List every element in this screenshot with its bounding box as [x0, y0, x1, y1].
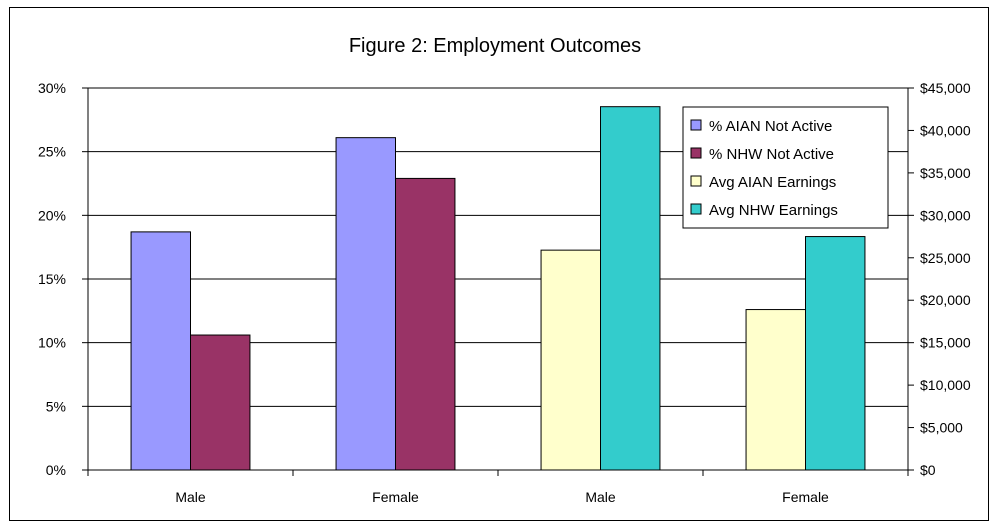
legend-swatch [690, 119, 702, 131]
legend-label: % NHW Not Active [709, 146, 834, 163]
bar [190, 334, 251, 471]
legend-swatch [690, 147, 702, 159]
x-tick-label: Female [372, 489, 419, 505]
right-tick-label: $45,000 [920, 80, 971, 96]
bar [335, 137, 396, 471]
chart-title: Figure 2: Employment Outcomes [349, 35, 641, 57]
right-tick-label: $20,000 [920, 292, 971, 308]
legend-label: % AIAN Not Active [709, 118, 832, 135]
right-tick-label: $15,000 [920, 335, 971, 351]
legend-swatch [690, 203, 702, 215]
right-tick-label: $35,000 [920, 165, 971, 181]
bar [805, 236, 866, 471]
right-tick-label: $30,000 [920, 207, 971, 223]
legend-box [682, 106, 889, 229]
bar [395, 177, 456, 471]
left-tick-label: 30% [38, 80, 66, 96]
left-tick-label: 0% [46, 462, 66, 478]
bar [745, 309, 806, 471]
legend-swatch [690, 175, 702, 187]
x-tick-label: Male [585, 489, 616, 505]
x-tick-label: Female [782, 489, 829, 505]
legend-label: Avg AIAN Earnings [709, 174, 836, 191]
right-tick-label: $25,000 [920, 250, 971, 266]
right-tick-label: $0 [920, 462, 936, 478]
left-tick-label: 5% [46, 398, 66, 414]
right-tick-label: $5,000 [920, 420, 963, 436]
right-tick-label: $40,000 [920, 122, 971, 138]
axes: 0% 5% 10% 15% 20% 25% 30% $0 $5,000 $10,000 $15,00… [38, 80, 971, 505]
left-tick-label: 25% [38, 144, 66, 160]
legend-label: Avg NHW Earnings [709, 202, 838, 219]
bar [540, 249, 601, 471]
bar [600, 106, 661, 471]
x-tick-label: Male [175, 489, 206, 505]
left-tick-label: 15% [38, 271, 66, 287]
left-tick-label: 10% [38, 335, 66, 351]
right-tick-label: $10,000 [920, 377, 971, 393]
bars [130, 106, 866, 471]
legend: % AIAN Not Active % NHW Not Active Avg AIA… [682, 106, 889, 229]
left-tick-label: 20% [38, 207, 66, 223]
bar [130, 231, 192, 471]
